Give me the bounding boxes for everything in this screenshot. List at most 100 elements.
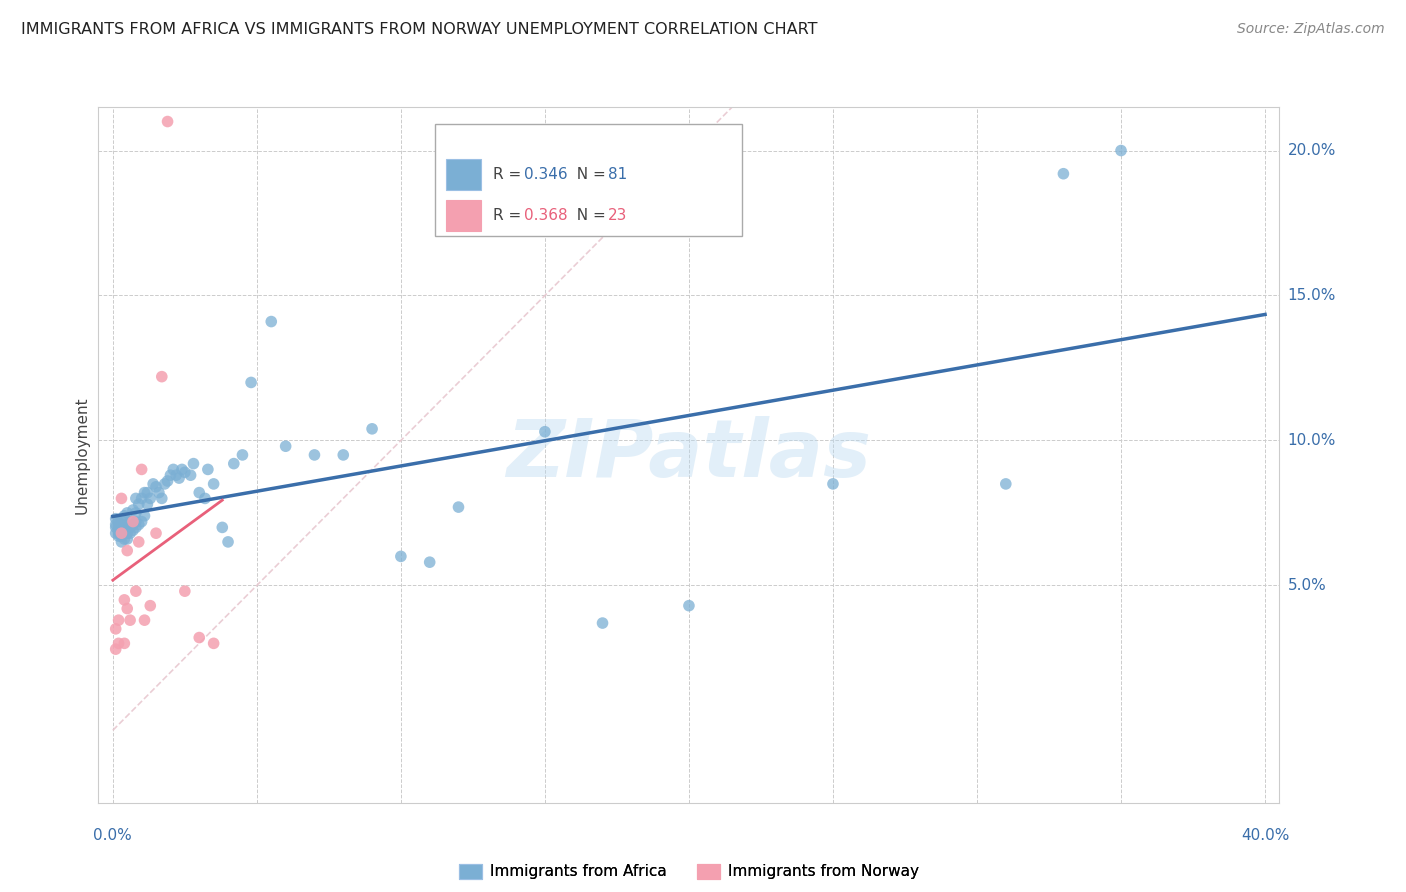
Text: 20.0%: 20.0% xyxy=(1288,143,1336,158)
Point xyxy=(170,462,193,476)
Point xyxy=(125,506,148,520)
Point xyxy=(180,468,202,483)
Point xyxy=(994,476,1017,491)
Point xyxy=(115,520,138,534)
Point xyxy=(104,511,127,525)
Point xyxy=(110,520,132,534)
Point xyxy=(115,506,138,520)
Point xyxy=(125,515,148,529)
Point xyxy=(110,529,132,543)
Point xyxy=(142,476,165,491)
Point xyxy=(120,613,142,627)
Point xyxy=(678,599,700,613)
Point xyxy=(110,526,132,541)
Point xyxy=(821,476,844,491)
Point xyxy=(148,485,170,500)
Point xyxy=(104,526,127,541)
Point xyxy=(128,497,150,511)
Point xyxy=(197,462,219,476)
Text: 81: 81 xyxy=(607,167,627,182)
Point xyxy=(115,526,138,541)
Point xyxy=(122,517,145,532)
Point xyxy=(110,511,132,525)
Point xyxy=(167,471,190,485)
Point xyxy=(112,532,135,546)
Point xyxy=(112,526,135,541)
Point xyxy=(110,526,132,541)
Point xyxy=(125,584,148,599)
Point xyxy=(1052,167,1074,181)
Point xyxy=(128,517,150,532)
Point xyxy=(145,480,167,494)
Text: 5.0%: 5.0% xyxy=(1288,578,1326,593)
Point xyxy=(112,508,135,523)
Point xyxy=(107,520,129,534)
Point xyxy=(156,114,179,128)
Point xyxy=(332,448,354,462)
Point xyxy=(120,515,142,529)
Point xyxy=(419,555,441,569)
Point xyxy=(162,462,184,476)
Point xyxy=(134,485,156,500)
Point xyxy=(202,476,225,491)
Text: 0.346: 0.346 xyxy=(523,167,567,182)
Point xyxy=(136,485,159,500)
Text: IMMIGRANTS FROM AFRICA VS IMMIGRANTS FROM NORWAY UNEMPLOYMENT CORRELATION CHART: IMMIGRANTS FROM AFRICA VS IMMIGRANTS FRO… xyxy=(21,22,818,37)
Point xyxy=(128,534,150,549)
Point xyxy=(145,526,167,541)
Point xyxy=(125,520,148,534)
Point xyxy=(222,457,245,471)
Point xyxy=(120,520,142,534)
Point xyxy=(188,631,211,645)
Y-axis label: Unemployment: Unemployment xyxy=(75,396,90,514)
Point xyxy=(274,439,297,453)
Point xyxy=(165,468,187,483)
Point xyxy=(173,466,195,480)
Point xyxy=(150,491,173,506)
Point xyxy=(115,601,138,615)
Point xyxy=(107,526,129,541)
Point xyxy=(217,534,239,549)
Text: R =: R = xyxy=(492,167,526,182)
Point xyxy=(173,584,195,599)
Point xyxy=(159,468,181,483)
Point xyxy=(260,315,283,329)
Point xyxy=(107,636,129,650)
Point xyxy=(104,517,127,532)
Point xyxy=(183,457,205,471)
Text: 40.0%: 40.0% xyxy=(1241,828,1289,843)
Point xyxy=(104,520,127,534)
Point xyxy=(110,523,132,537)
Point xyxy=(131,462,153,476)
Text: N =: N = xyxy=(567,208,610,223)
Point xyxy=(592,615,614,630)
Point xyxy=(122,515,145,529)
Point xyxy=(122,503,145,517)
Point xyxy=(231,448,253,462)
Text: R =: R = xyxy=(492,208,526,223)
Point xyxy=(134,508,156,523)
Text: 0.368: 0.368 xyxy=(523,208,567,223)
Point xyxy=(104,622,127,636)
Point xyxy=(240,376,263,390)
Point xyxy=(107,515,129,529)
Point xyxy=(1109,144,1132,158)
Point xyxy=(131,491,153,506)
Point xyxy=(150,369,173,384)
Point xyxy=(389,549,412,564)
Point xyxy=(112,523,135,537)
Point xyxy=(134,613,156,627)
Point xyxy=(112,517,135,532)
Text: 10.0%: 10.0% xyxy=(1288,433,1336,448)
Point xyxy=(139,599,162,613)
Point xyxy=(112,592,135,607)
Point xyxy=(447,500,470,514)
Point xyxy=(139,491,162,506)
Text: 23: 23 xyxy=(607,208,627,223)
Point xyxy=(194,491,217,506)
Legend: Immigrants from Africa, Immigrants from Norway: Immigrants from Africa, Immigrants from … xyxy=(453,857,925,886)
Text: ZIPatlas: ZIPatlas xyxy=(506,416,872,494)
Point xyxy=(211,520,233,534)
Point xyxy=(110,534,132,549)
Point xyxy=(188,485,211,500)
